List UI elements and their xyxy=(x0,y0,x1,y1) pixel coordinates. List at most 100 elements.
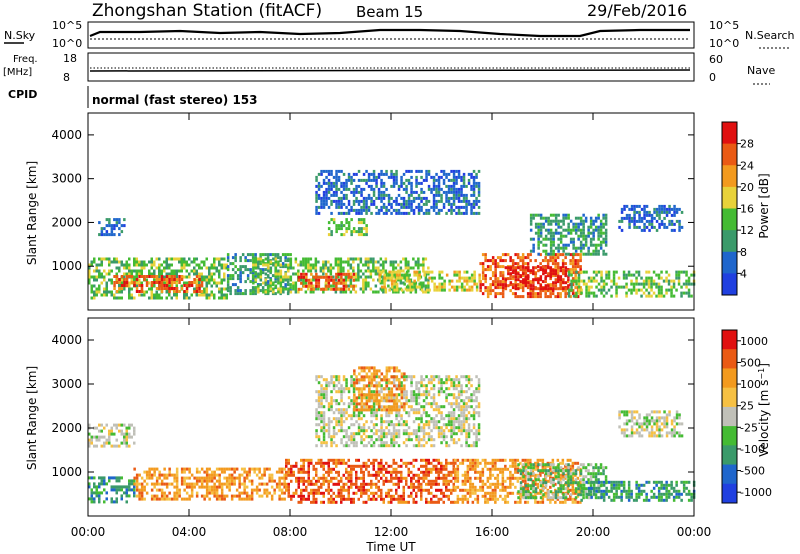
velocity-cell xyxy=(390,411,393,415)
power-cell xyxy=(625,213,629,217)
velocity-cell xyxy=(400,494,403,498)
power-cell xyxy=(195,269,198,273)
velocity-cell xyxy=(437,497,440,501)
power-cell xyxy=(312,284,315,288)
power-cell xyxy=(620,207,624,211)
power-cell xyxy=(372,290,375,294)
power-cell xyxy=(547,272,550,276)
power-cell xyxy=(445,190,448,194)
velocity-cell xyxy=(372,432,376,436)
power-cell xyxy=(210,293,213,297)
velocity-cell xyxy=(447,479,450,483)
power-cell xyxy=(330,275,333,279)
power-cell xyxy=(375,205,378,209)
power-cell xyxy=(544,277,547,281)
velocity-cell xyxy=(357,381,361,385)
velocity-cell xyxy=(250,479,254,483)
velocity-cell xyxy=(417,426,421,430)
power-cell xyxy=(587,228,590,232)
velocity-cell xyxy=(327,384,331,388)
power-cell xyxy=(274,292,277,296)
power-cell xyxy=(135,263,138,267)
power-cell xyxy=(385,208,388,212)
power-cell xyxy=(605,273,608,277)
power-cell xyxy=(362,290,365,294)
velocity-cell xyxy=(337,408,341,412)
power-cell xyxy=(579,240,583,244)
power-cell xyxy=(215,266,218,270)
power-cell xyxy=(170,281,174,284)
power-cell xyxy=(592,252,595,256)
power-cell xyxy=(370,178,373,182)
velocity-cell xyxy=(108,432,111,436)
power-cell xyxy=(470,285,474,289)
power-cell xyxy=(325,190,328,194)
power-cell xyxy=(445,184,448,188)
velocity-cell xyxy=(425,476,428,480)
power-cell xyxy=(559,269,563,273)
velocity-cell xyxy=(337,482,340,486)
power-cell xyxy=(188,281,191,284)
velocity-cell xyxy=(307,479,310,483)
power-cell xyxy=(175,296,178,300)
velocity-cell xyxy=(332,375,336,379)
power-cell xyxy=(582,279,586,283)
power-cell xyxy=(592,276,596,280)
power-cell xyxy=(98,272,101,276)
power-cell xyxy=(365,199,368,203)
velocity-cell xyxy=(340,491,343,495)
power-cell xyxy=(218,281,221,285)
power-cell xyxy=(223,275,226,279)
velocity-cell xyxy=(265,488,269,492)
power-cell xyxy=(617,285,621,289)
velocity-cell xyxy=(140,476,144,480)
power-cell xyxy=(680,294,683,298)
velocity-cell xyxy=(355,482,358,486)
power-cell xyxy=(175,257,178,261)
power-cell xyxy=(100,281,103,285)
power-cell xyxy=(140,284,144,287)
power-cell xyxy=(433,288,436,292)
velocity-cell xyxy=(275,470,279,474)
velocity-cell xyxy=(415,485,418,489)
velocity-cell xyxy=(362,461,365,465)
power-cell xyxy=(584,243,588,247)
velocity-cell xyxy=(355,464,358,468)
power-cell xyxy=(405,205,408,209)
velocity-cell xyxy=(133,467,136,471)
power-cell xyxy=(315,175,318,179)
velocity-cell xyxy=(337,411,341,415)
velocity-cell xyxy=(317,485,320,489)
power-cell xyxy=(355,211,358,215)
power-cell xyxy=(460,193,463,197)
power-cell xyxy=(188,257,191,261)
power-cell xyxy=(554,246,558,250)
velocity-cell xyxy=(340,387,343,391)
power-cell xyxy=(397,278,400,282)
power-cell xyxy=(460,282,464,286)
power-cell xyxy=(330,211,333,215)
power-cell xyxy=(271,274,275,278)
power-cell xyxy=(390,282,394,286)
power-cell xyxy=(475,181,478,185)
power-cell xyxy=(322,269,325,273)
velocity-cell xyxy=(325,479,328,483)
power-cell xyxy=(345,184,348,188)
power-cell xyxy=(327,196,331,200)
power-cell xyxy=(413,270,416,274)
power-cell xyxy=(618,219,621,223)
power-cell xyxy=(342,233,346,237)
velocity-cell xyxy=(382,482,385,486)
velocity-cell xyxy=(320,461,323,465)
power-cell xyxy=(647,294,651,298)
power-cell xyxy=(140,269,143,273)
velocity-cell xyxy=(307,461,310,465)
power-cell xyxy=(572,243,575,247)
power-cell xyxy=(352,275,355,279)
power-cell xyxy=(604,234,608,238)
power-cell xyxy=(412,208,416,212)
power-cell xyxy=(281,262,285,266)
velocity-cell xyxy=(263,482,266,486)
power-cell xyxy=(340,211,343,215)
power-cell xyxy=(385,193,388,197)
